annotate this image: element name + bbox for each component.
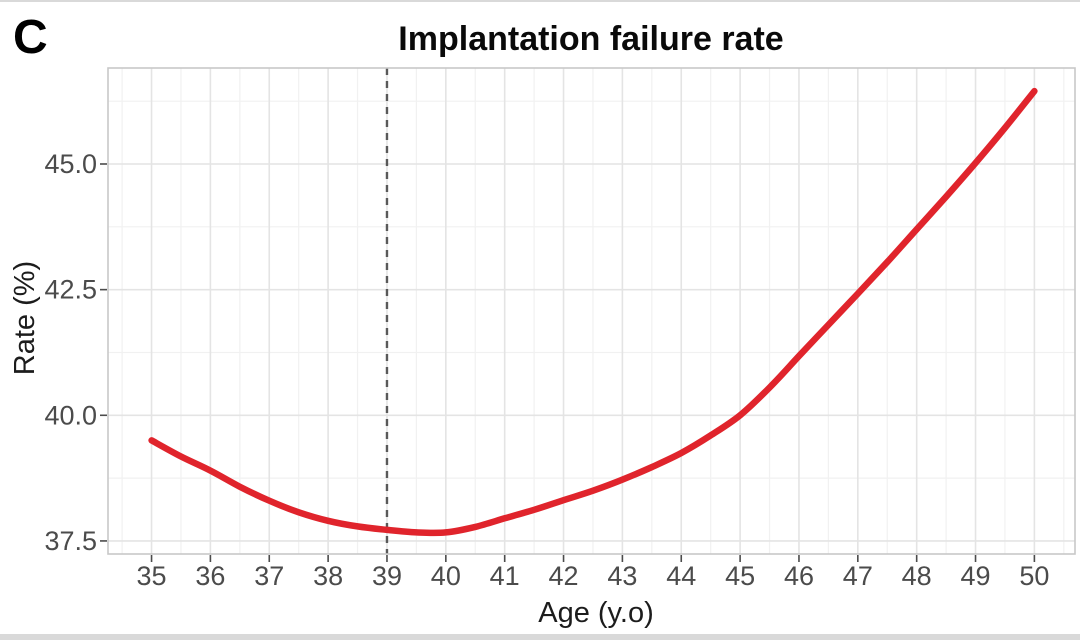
top-edge-strip <box>0 0 1080 2</box>
x-tick-label: 47 <box>843 561 873 591</box>
x-tick-label: 44 <box>666 561 696 591</box>
y-tick-label: 40.0 <box>44 400 97 430</box>
x-tick-label: 46 <box>784 561 814 591</box>
x-tick-label: 37 <box>254 561 284 591</box>
x-tick-label: 41 <box>490 561 520 591</box>
x-tick-label: 39 <box>372 561 402 591</box>
y-tick-label: 42.5 <box>44 275 97 305</box>
y-axis-title: Rate (%) <box>9 261 41 375</box>
failure-rate-curve <box>148 87 1038 537</box>
x-tick-label: 38 <box>313 561 343 591</box>
x-tick-label: 36 <box>195 561 225 591</box>
x-tick-label: 49 <box>961 561 991 591</box>
x-tick-label: 50 <box>1019 561 1049 591</box>
x-axis-title: Age (y.o) <box>538 597 654 629</box>
panel-label: C <box>13 11 48 64</box>
chart-title: Implantation failure rate <box>398 20 783 58</box>
y-tick-label: 45.0 <box>44 149 97 179</box>
x-tick-label: 45 <box>725 561 755 591</box>
x-tick-label: 43 <box>607 561 637 591</box>
x-tick-label: 42 <box>549 561 579 591</box>
x-tick-label: 35 <box>137 561 167 591</box>
x-tick-label: 40 <box>431 561 461 591</box>
y-tick-label: 37.5 <box>44 526 97 556</box>
panel-border <box>107 67 1076 555</box>
x-tick-label: 48 <box>902 561 932 591</box>
bottom-edge-strip <box>0 634 1080 640</box>
